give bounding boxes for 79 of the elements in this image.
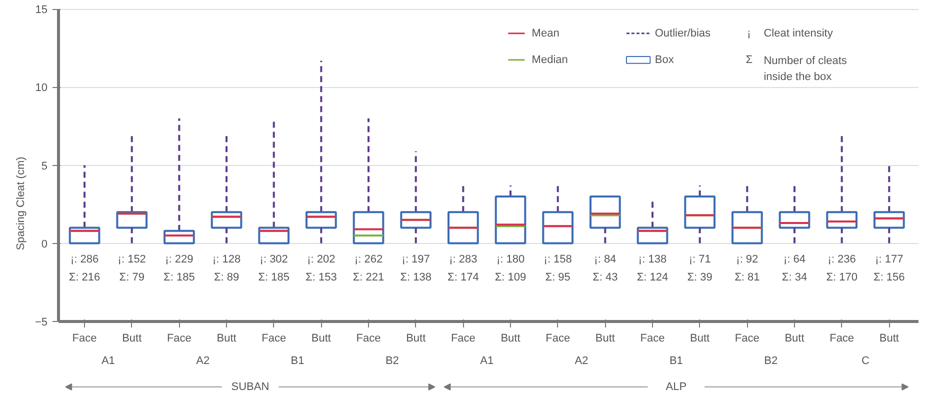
x-tick-label: Butt [879,332,899,344]
text: B2 [764,355,778,368]
annotation: ¡: 202 [307,254,336,266]
annotation: ¡: 92 [736,254,758,266]
y-tick-label: 5 [41,160,48,172]
annotation: Σ: 156 [874,272,905,284]
annotation: Σ: 221 [352,272,384,284]
text: ALP [666,380,687,393]
x-tick-label: Butt [122,332,142,344]
x-tick-label: Face [72,332,97,344]
annotation: ¡: 64 [783,254,806,266]
x-tick-label: Face [262,332,286,344]
x-tick-label: Butt [595,332,615,344]
annotation: ¡: 152 [118,254,146,266]
annotation: ¡: 158 [544,254,572,266]
text: B2 [385,355,399,368]
annotation: ¡: 71 [688,254,711,266]
x-tick-label: Face [830,332,854,344]
annotation: Σ: 216 [68,272,100,284]
annotation: Σ: 43 [592,272,618,284]
annotation: Σ: 185 [164,272,195,284]
annotation: Median [532,54,568,66]
annotation: ¡: 128 [212,254,241,266]
text: A2 [574,355,588,368]
annotation: ¡: 283 [449,254,478,266]
x-tick-label: Butt [311,332,331,344]
y-tick-label: 15 [35,4,48,16]
annotation: Σ: 153 [306,272,337,284]
x-tick-label: Butt [406,332,426,344]
annotation: ¡: 138 [638,254,667,266]
text: C [862,355,870,368]
annotation: Σ: 170 [826,272,858,284]
x-tick-label: Face [166,332,192,344]
x-tick-label: Butt [500,332,520,344]
annotation: Σ: 185 [258,272,290,284]
y-tick-label: −5 [34,316,48,328]
annotation: Σ: 95 [545,272,570,284]
text: A1 [480,355,494,368]
annotation: Σ: 34 [782,272,808,284]
annotation: ¡: 177 [875,254,904,266]
text: B1 [669,355,683,368]
annotation: Σ: 81 [734,272,760,284]
x-tick-label: Butt [784,332,804,344]
annotation: Σ: 138 [400,272,432,284]
annotation: Σ [746,54,753,66]
annotation: Σ: 79 [119,272,144,284]
annotation: ¡: 262 [354,254,383,266]
annotation: ¡: 84 [594,254,616,266]
y-axis-title: Spacing Cleat (cm) [14,156,27,250]
text: A2 [196,355,210,368]
annotation: ¡: 180 [496,254,525,266]
annotation: ¡: 286 [70,254,99,266]
y-tick-label: 0 [41,238,48,250]
x-tick-label: Face [450,332,476,344]
x-tick-label: Face [546,332,570,344]
y-tick-label: 10 [35,82,48,94]
x-tick-label: Face [356,332,381,344]
annotation: Σ: 174 [448,272,479,284]
annotation: Mean [532,27,560,40]
text: B1 [290,355,304,368]
annotation: Σ: 89 [214,272,240,284]
annotation: ¡: 229 [165,254,194,266]
annotation: ¡: 236 [828,254,856,266]
annotation: Number of cleats inside the box [764,55,848,83]
annotation: Outlier/bias [654,27,711,40]
x-tick-label: Butt [690,332,710,344]
annotation: ¡: 197 [402,254,430,266]
annotation: Σ: 39 [687,272,712,284]
x-tick-label: Face [734,332,760,344]
text: A1 [101,355,115,368]
text: SUBAN [231,380,270,393]
x-tick-label: Face [640,332,665,344]
annotation: Box [654,54,674,66]
annotation: ¡: 302 [260,254,288,266]
annotation: Cleat intensity [764,27,834,40]
annotation: Σ: 124 [636,272,668,284]
x-tick-label: Butt [216,332,236,344]
annotation: ¡ [747,27,751,40]
annotation: Σ: 109 [494,272,526,284]
